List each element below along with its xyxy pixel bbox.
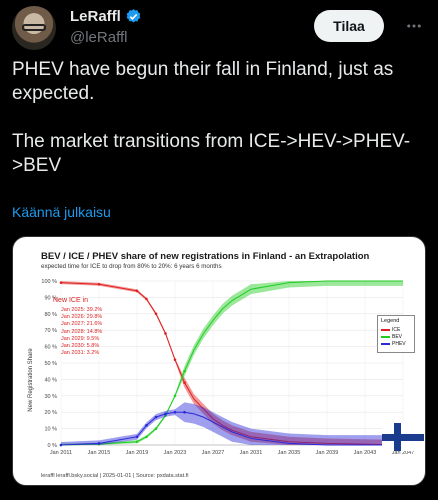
y-tick-label: 20 % — [44, 410, 57, 416]
y-tick-label: 90 % — [44, 295, 57, 301]
new-ice-annotation: Jan 2025: 39.2% — [61, 307, 103, 313]
translate-link[interactable]: Käännä julkaisu — [12, 204, 111, 220]
y-tick-label: 80 % — [44, 312, 57, 318]
data-point-ice — [59, 281, 63, 284]
data-point-bev — [135, 440, 139, 444]
tweet-text: PHEV have begun their fall in Finland, j… — [12, 59, 411, 176]
more-options-icon[interactable] — [402, 14, 426, 38]
y-tick-label: 10 % — [44, 427, 57, 433]
chart-title: BEV / ICE / PHEV share of new registrati… — [41, 251, 370, 262]
new-ice-annotation: Jan 2026: 29.8% — [61, 314, 103, 321]
x-tick-label: Jan 2019 — [126, 450, 149, 456]
chart-subtitle: expected time for ICE to drop from 80% t… — [41, 263, 222, 270]
new-ice-annotation: Jan 2027: 21.6% — [61, 321, 103, 328]
y-tick-label: 30 % — [44, 394, 57, 400]
series-band-phev — [61, 402, 403, 445]
data-point-bev — [145, 435, 148, 439]
new-ice-annotation: Jan 2029: 9.5% — [61, 335, 100, 342]
follow-button[interactable]: Tilaa — [314, 10, 384, 42]
data-point-phev — [97, 442, 101, 445]
display-name[interactable]: LeRaffl — [70, 8, 121, 25]
new-ice-annotation: Jan 2030: 5.8% — [61, 343, 100, 350]
new-ice-annotation: Jan 2028: 14.8% — [61, 328, 103, 335]
x-tick-label: Jan 2039 — [316, 450, 339, 456]
x-tick-label: Jan 2031 — [240, 450, 263, 456]
y-tick-label: 70 % — [44, 328, 57, 334]
data-point-phev — [164, 412, 167, 416]
data-point-ice — [97, 282, 101, 286]
data-point-ice — [173, 358, 177, 362]
data-point-phev — [183, 410, 186, 414]
y-tick-label: 60 % — [44, 345, 57, 351]
x-tick-label: Jan 2011 — [50, 450, 72, 456]
avatar[interactable] — [12, 6, 56, 50]
x-tick-label: Jan 2047 — [392, 450, 415, 456]
series-line-bev — [60, 280, 403, 446]
data-point-phev — [59, 443, 63, 447]
legend-swatch — [381, 342, 390, 345]
finland-flag-icon — [382, 423, 424, 451]
data-point-ice — [154, 312, 158, 316]
legend-swatch — [381, 328, 390, 331]
new-ice-title: New ICE in — [53, 297, 89, 304]
verified-badge-icon — [126, 9, 141, 23]
y-tick-label: 100 % — [41, 279, 57, 285]
data-point-ice — [164, 332, 167, 335]
new-ice-annotation: Jan 2031: 3.2% — [61, 350, 100, 357]
legend-item: BEV — [381, 333, 411, 340]
tweet-header: LeRaffl @leRaffl Tilaa — [12, 6, 426, 50]
chart-footer: leraffl leraffl.bsky.social | 2025-01-01… — [41, 473, 189, 479]
y-tick-label: 0 % — [48, 443, 58, 449]
user-handle[interactable]: @leRaffl — [70, 29, 128, 46]
data-point-bev — [173, 394, 177, 398]
chart-plot: 0 % 10 % 20 % 30 % 40 % 50 % 60 % 70 % 80 % 90 % 1… — [41, 279, 415, 456]
series-line-ice — [60, 282, 404, 446]
x-tick-label: Jan 2035 — [278, 450, 301, 456]
data-point-ice — [135, 289, 139, 293]
y-tick-label: 50 % — [44, 361, 57, 367]
legend-item: PHEV — [381, 340, 411, 347]
new-ice-annotations: Jan 2025: 39.2% Jan 2026: 29.8% Jan 2027: … — [61, 307, 102, 357]
legend-label: PHEV — [392, 340, 406, 347]
legend-item: ICE — [381, 326, 411, 333]
data-point-phev — [154, 415, 158, 419]
data-point-phev — [145, 424, 148, 427]
x-tick-label: Jan 2015 — [88, 450, 111, 456]
data-point-phev — [135, 435, 139, 439]
series-line-phev — [60, 411, 403, 446]
x-tick-label: Jan 2023 — [164, 450, 187, 456]
data-point-phev — [173, 410, 177, 414]
data-point-ice — [183, 381, 186, 384]
chart-legend: Legend ICE BEV PHEV — [377, 315, 415, 353]
legend-label: ICE — [392, 326, 401, 333]
data-point-bev — [183, 369, 186, 373]
data-point-ice — [145, 297, 148, 301]
legend-swatch — [381, 335, 390, 338]
legend-title: Legend — [381, 318, 400, 324]
y-tick-label: 40 % — [44, 377, 57, 383]
x-tick-label: Jan 2027 — [202, 450, 225, 456]
chart-image-card[interactable]: BEV / ICE / PHEV share of new registrati… — [12, 236, 426, 486]
x-tick-label: Jan 2043 — [354, 450, 377, 456]
name-row: LeRaffl — [70, 8, 142, 25]
data-point-bev — [154, 427, 158, 430]
legend-label: BEV — [392, 333, 403, 340]
